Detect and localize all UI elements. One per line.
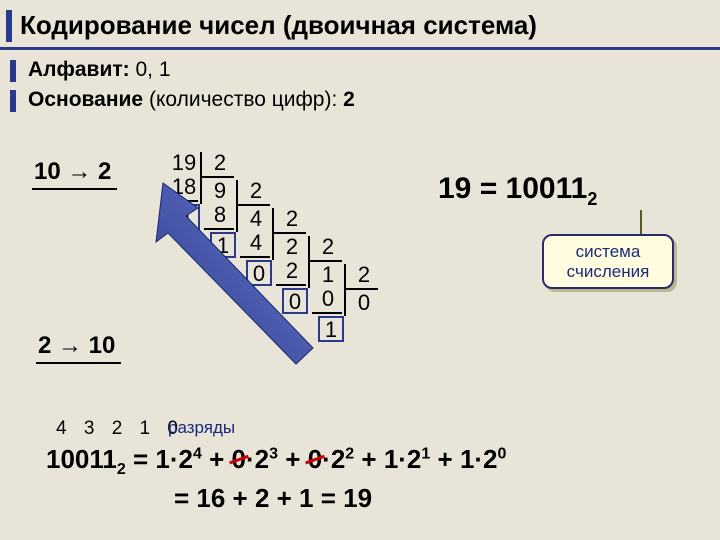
alphabet-value: 0, 1 (130, 58, 171, 81)
dividend-3: 2 (278, 234, 306, 260)
exp-p2: + (278, 444, 308, 474)
callout-box: система счисления (542, 234, 674, 289)
exp-zero-1: 0 (232, 442, 246, 477)
exp-p1: + (202, 444, 232, 474)
result-equation: 19 = 100112 (438, 172, 597, 210)
digit-positions: 4 3 2 1 0 (56, 418, 184, 440)
exp-e4: 4 (193, 445, 202, 462)
dividend-0: 19 (170, 150, 198, 176)
divisor-0: 2 (206, 150, 234, 176)
callout-pointer (640, 210, 642, 236)
exp-e1: 1 (421, 445, 430, 462)
divisor-1: 2 (242, 178, 270, 204)
base-line: Основание (количество цифр): 2 (24, 88, 720, 112)
remainder-3: 0 (282, 288, 308, 314)
exp-p4: + 1·2 (430, 444, 497, 474)
exp-e2: 2 (345, 445, 354, 462)
alphabet-line: Алфавит: 0, 1 (24, 58, 720, 82)
dividend-1: 9 (206, 178, 234, 204)
sub-line-2 (240, 256, 270, 258)
remainder-1: 1 (210, 232, 236, 258)
sub-line-4 (312, 312, 342, 314)
exp-a: = 1·2 (126, 444, 193, 474)
divisor-4: 2 (350, 262, 378, 288)
body-area: Алфавит: 0, 1 Основание (количество цифр… (0, 52, 720, 114)
vline-4 (344, 264, 346, 316)
sub-line-1 (204, 228, 234, 230)
exp-p3: + 1·2 (354, 444, 421, 474)
mult-3: 2 (278, 258, 306, 284)
remainder-2: 0 (246, 260, 272, 286)
expansion-formula: 100112 = 1·24 + 0·23 + 0·22 + 1·21 + 1·2… (46, 442, 506, 516)
dividend-2: 4 (242, 206, 270, 232)
vline-2 (272, 208, 274, 260)
result-sub: 2 (587, 189, 597, 209)
title-stripe (6, 10, 12, 42)
mult-4: 0 (314, 286, 342, 312)
title-band: Кодирование чисел (двоичная система) (0, 8, 720, 50)
base-label: Основание (28, 88, 143, 111)
base-value: 2 (343, 88, 355, 111)
mult-1: 8 (206, 202, 234, 228)
dividend-4: 1 (314, 262, 342, 288)
exp-m2: ·2 (322, 444, 345, 474)
sub-line-0 (168, 200, 198, 202)
exp-zero-2: 0 (308, 442, 322, 477)
exp-bin: 10011 (46, 444, 117, 474)
mult-2: 4 (242, 230, 270, 256)
conv-2-to-10: 2 → 10 (36, 332, 121, 364)
exp-sub: 2 (117, 461, 126, 478)
digit-positions-label: разряды (168, 418, 235, 438)
quotient-final: 0 (350, 290, 378, 316)
remainder-0: 1 (174, 204, 200, 230)
exp-line2: = 16 + 2 + 1 = 19 (174, 483, 372, 513)
page-title: Кодирование чисел (двоичная система) (20, 10, 537, 40)
vline-3 (308, 236, 310, 288)
exp-e0: 0 (498, 445, 507, 462)
result-lhs: 19 = 10011 (438, 172, 587, 205)
mult-0: 18 (170, 174, 198, 200)
vline-1 (236, 180, 238, 232)
conv-10-to-2: 10 → 2 (32, 158, 117, 190)
divisor-3: 2 (314, 234, 342, 260)
exp-m1: ·2 (246, 444, 269, 474)
divisor-2: 2 (278, 206, 306, 232)
alphabet-label: Алфавит: (28, 58, 130, 81)
base-paren: (количество цифр): (143, 88, 343, 111)
sub-line-3 (276, 284, 306, 286)
remainder-4: 1 (318, 316, 344, 342)
vline-0 (200, 152, 202, 204)
exp-e3: 3 (269, 445, 278, 462)
